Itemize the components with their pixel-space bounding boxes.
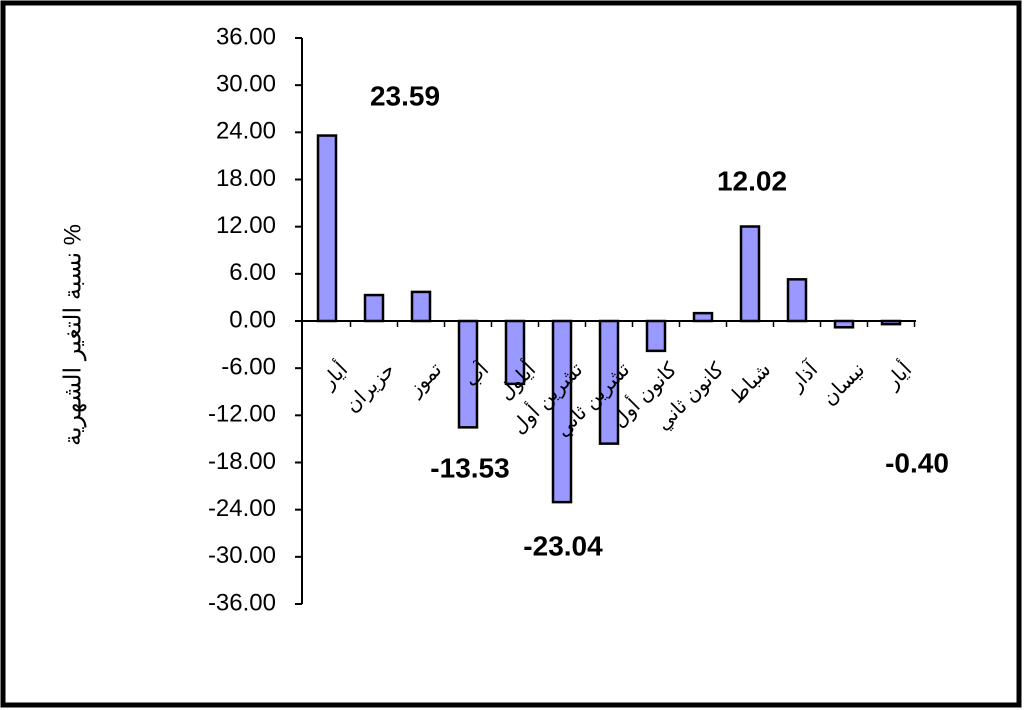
value-label: 12.02 [717, 165, 787, 196]
y-tick-label: 0.00 [229, 306, 276, 333]
bar [880, 319, 902, 326]
bar [739, 225, 761, 323]
y-tick-label: 36.00 [216, 23, 276, 50]
bar [786, 278, 808, 323]
y-tick-label: 18.00 [216, 165, 276, 192]
value-label: 23.59 [370, 80, 440, 111]
bar [551, 319, 573, 504]
bar [363, 293, 385, 323]
bar [692, 311, 714, 323]
bar [410, 290, 432, 323]
value-label: -13.53 [430, 452, 509, 483]
value-label: -23.04 [523, 530, 603, 561]
bar [598, 319, 620, 445]
y-tick-label: 30.00 [216, 71, 276, 98]
y-tick-label: -30.00 [208, 542, 276, 569]
y-tick-label: -12.00 [208, 401, 276, 428]
y-tick-label: 24.00 [216, 118, 276, 145]
y-axis-label: نسبة التغير الشهرية % [59, 224, 86, 446]
bar [645, 319, 667, 353]
value-label: -0.40 [885, 447, 949, 478]
y-tick-label: -18.00 [208, 448, 276, 475]
y-tick-label: 6.00 [229, 259, 276, 286]
bar [316, 134, 338, 323]
bar [504, 319, 526, 386]
y-tick-label: -36.00 [208, 589, 276, 616]
bar [457, 319, 479, 429]
y-tick-label: -6.00 [221, 354, 276, 381]
bar [833, 319, 855, 329]
y-tick-label: -24.00 [208, 495, 276, 522]
y-tick-label: 12.00 [216, 212, 276, 239]
